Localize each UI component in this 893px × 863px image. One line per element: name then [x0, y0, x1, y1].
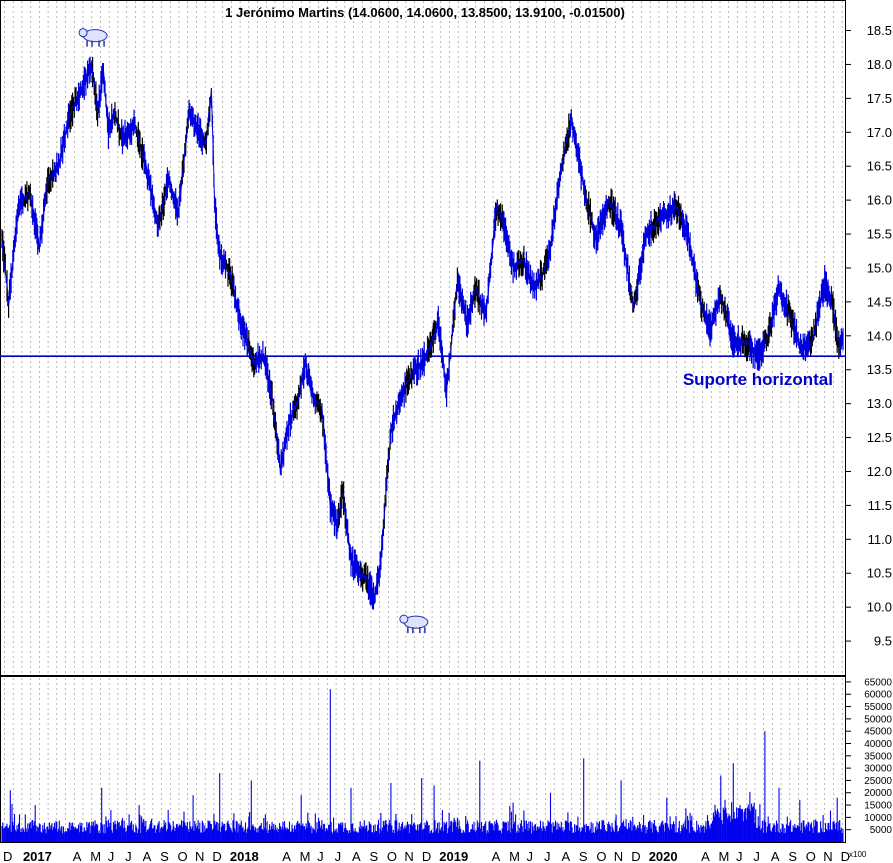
x-tick-label: M	[90, 849, 101, 863]
x-tick-label: A	[492, 849, 501, 863]
volume-tick-label: 40000	[864, 739, 892, 750]
price-line	[1, 62, 844, 600]
x-tick-label: A	[73, 849, 82, 863]
x-tick-label: N	[404, 849, 413, 863]
support-label: Suporte horizontal	[683, 370, 833, 389]
price-tick-label: 11.5	[868, 498, 892, 513]
volume-tick-label: 30000	[864, 764, 892, 775]
price-tick-label: 10.0	[867, 600, 892, 615]
x-tick-label: J	[736, 849, 743, 863]
volume-tick-label: 10000	[864, 813, 892, 824]
volume-tick-label: 60000	[864, 690, 892, 701]
volume-scale-label: x100	[849, 850, 867, 859]
x-tick-label: D	[212, 849, 221, 863]
volume-tick-label: 20000	[864, 788, 892, 799]
price-tick-label: 15.5	[867, 227, 892, 242]
x-tick-label: M	[509, 849, 520, 863]
x-tick-label: J	[753, 849, 760, 863]
x-tick-label: M	[300, 849, 311, 863]
bull-icon	[399, 614, 429, 634]
x-tick-label: N	[614, 849, 623, 863]
price-series	[1, 56, 844, 610]
volume-tick-label: 50000	[864, 714, 892, 725]
x-tick-label: J	[317, 849, 324, 863]
price-tick-label: 12.5	[867, 430, 892, 445]
price-panel: 18.5 18.0 17.5 17.0 16.5 16.0 15.5 15.0 14.5 14.0…	[0, 0, 892, 676]
price-tick-label: 10.5	[867, 566, 892, 581]
x-tick-label: S	[369, 849, 378, 863]
price-tick-label: 17.5	[867, 91, 892, 106]
x-tick-label: A	[561, 849, 570, 863]
price-tick-label: 16.5	[867, 159, 892, 174]
price-tick-label: 16.0	[867, 193, 892, 208]
price-tick-label: 18.5	[867, 23, 892, 38]
volume-bars	[1, 689, 844, 842]
price-tick-label: 11.0	[868, 532, 892, 547]
x-tick-label: 2017	[23, 849, 52, 863]
x-tick-label: D	[841, 849, 850, 863]
bull-head	[399, 614, 409, 624]
x-tick-label: A	[701, 849, 710, 863]
x-tick-label: J	[108, 849, 115, 863]
x-tick-label: D	[422, 849, 431, 863]
x-tick-label: D	[631, 849, 640, 863]
volume-tick-label: 25000	[864, 776, 892, 787]
x-tick-label: O	[806, 849, 816, 863]
x-tick-label: N	[195, 849, 204, 863]
x-tick-label: J	[335, 849, 342, 863]
bear-head	[78, 28, 88, 38]
x-tick-label: N	[823, 849, 832, 863]
price-y-axis: 18.5 18.0 17.5 17.0 16.5 16.0 15.5 15.0 14.5 14.0…	[846, 23, 892, 649]
x-tick-label: 2019	[439, 849, 468, 863]
x-tick-label: D	[3, 849, 12, 863]
x-tick-label: A	[143, 849, 152, 863]
price-tick-label: 15.0	[867, 260, 892, 275]
x-tick-label: 2018	[230, 849, 259, 863]
price-gridlines	[4, 1, 843, 674]
x-tick-label: J	[527, 849, 534, 863]
x-tick-label: S	[160, 849, 169, 863]
x-tick-label: 2020	[649, 849, 678, 863]
volume-tick-label: 45000	[864, 727, 892, 738]
volume-gridlines	[4, 678, 843, 841]
price-tick-label: 14.0	[867, 328, 892, 343]
x-tick-label: A	[771, 849, 780, 863]
x-tick-label: J	[544, 849, 551, 863]
x-tick-label: O	[596, 849, 606, 863]
price-tick-label: 9.5	[874, 634, 892, 649]
volume-tick-label: 65000	[864, 677, 892, 688]
x-tick-label: S	[579, 849, 588, 863]
x-tick-label: A	[282, 849, 291, 863]
x-axis: D 2017 A M J J A S O N D 2018 A M J J A S O N D 2019 A M J J A S O N D…	[3, 849, 850, 863]
volume-tick-label: 5000	[870, 825, 893, 836]
volume-tick-label: 55000	[864, 702, 892, 713]
volume-tick-label: 35000	[864, 751, 892, 762]
x-tick-label: A	[352, 849, 361, 863]
x-tick-label: J	[125, 849, 132, 863]
x-tick-label: M	[719, 849, 730, 863]
x-tick-label: O	[387, 849, 397, 863]
x-tick-label: O	[178, 849, 188, 863]
price-tick-label: 17.0	[867, 125, 892, 140]
price-tick-label: 13.0	[867, 396, 892, 411]
price-panel-frame	[0, 0, 846, 676]
price-tick-label: 13.5	[867, 362, 892, 377]
price-tick-label: 14.5	[867, 294, 892, 309]
chart-title: 1 Jerónimo Martins (14.0600, 14.0600, 13…	[225, 5, 625, 20]
volume-tick-label: 15000	[864, 801, 892, 812]
bear-icon	[78, 28, 108, 47]
volume-panel-frame	[0, 676, 846, 843]
price-tick-label: 18.0	[867, 57, 892, 72]
price-tick-label: 12.0	[867, 464, 892, 479]
x-tick-label: S	[788, 849, 797, 863]
